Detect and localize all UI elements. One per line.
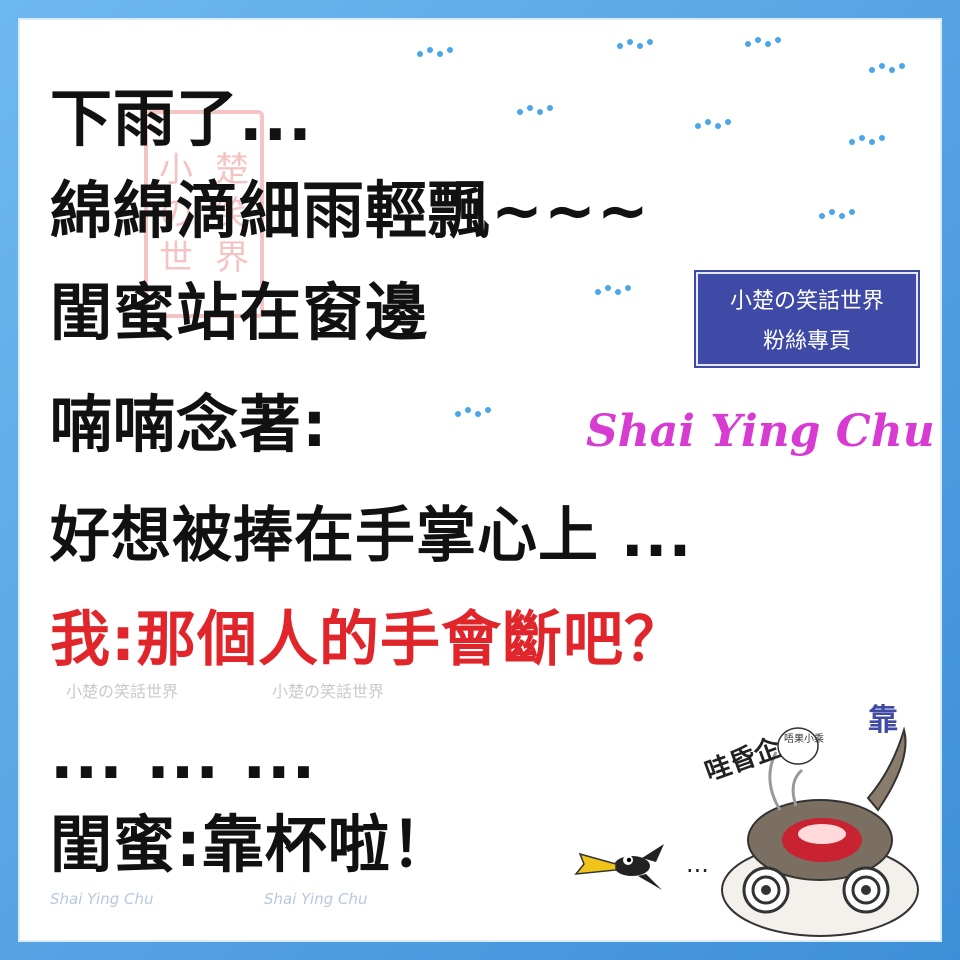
cat-mascot-icon: 唔果小乘 哇昏企 靠	[692, 690, 932, 940]
watermark: Shai Ying Chu	[264, 890, 368, 908]
watermark: 小楚の笑話世界	[272, 678, 384, 702]
joke-line-4: 喃喃念著:	[50, 394, 328, 456]
mascot-exclaim: 哇昏企	[701, 732, 786, 788]
joke-line-2: 綿綿滴細雨輕飄~~~	[50, 180, 650, 242]
mascot-mark: 靠	[868, 703, 898, 738]
joke-line-5: 好想被捧在手掌心上 ...	[50, 506, 692, 566]
badge-title: 小楚の笑話世界	[698, 283, 916, 315]
author-signature: Shai Ying Chu	[586, 406, 935, 457]
watermark: Shai Ying Chu	[50, 890, 154, 908]
pause-dots: ... ... ...	[50, 726, 316, 788]
badge-subtitle: 粉絲專頁	[698, 323, 916, 355]
watermark: 小楚の笑話世界	[66, 678, 178, 702]
punchline-line: 我:那個人的手會斷吧？	[50, 610, 685, 670]
joke-line-1: 下雨了...	[50, 88, 313, 150]
joke-line-3: 閨蜜站在窗邊	[50, 282, 428, 344]
reply-line: 閨蜜:靠杯啦！	[50, 814, 454, 876]
mascot-bubble-text: 唔果小乘	[784, 733, 824, 745]
fan-page-badge: 小楚の笑話世界 粉絲專頁	[696, 272, 918, 366]
joke-card: 小 楚 の 笑 世 界 下雨了... 綿綿滴細雨輕飄~~~ 閨蜜站在窗邊 喃喃念…	[18, 18, 942, 942]
